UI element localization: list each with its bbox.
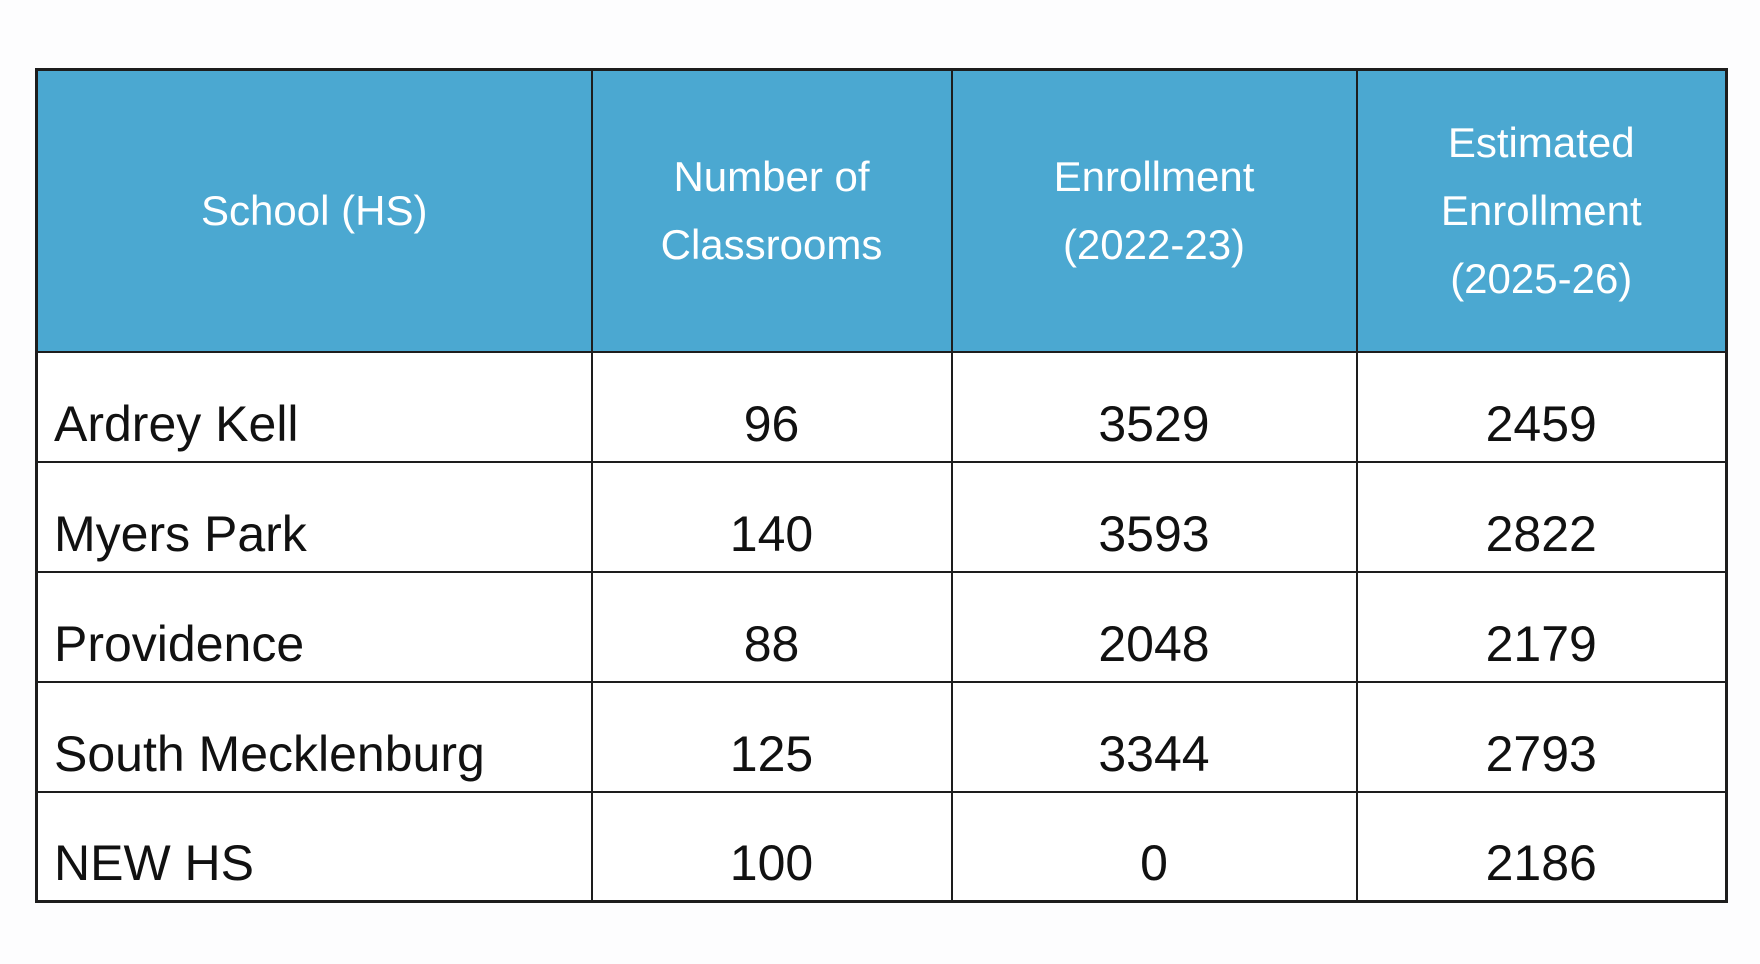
header-row: School (HS) Number of Classrooms Enrollm… xyxy=(35,68,1728,353)
school-cell: Myers Park xyxy=(35,460,593,573)
table-header: School (HS) Number of Classrooms Enrollm… xyxy=(35,68,1728,353)
header-classrooms: Number of Classrooms xyxy=(590,68,953,353)
estimated-enrollment-cell: 2459 xyxy=(1355,350,1728,463)
classrooms-cell: 96 xyxy=(590,350,953,463)
enrollment-cell: 3529 xyxy=(950,350,1358,463)
enrollment-cell: 3593 xyxy=(950,460,1358,573)
school-cell: NEW HS xyxy=(35,790,593,903)
enrollment-cell: 0 xyxy=(950,790,1358,903)
table-row: Providence 88 2048 2179 xyxy=(35,570,1728,683)
table-row: Ardrey Kell 96 3529 2459 xyxy=(35,350,1728,463)
estimated-enrollment-cell: 2179 xyxy=(1355,570,1728,683)
school-cell: Ardrey Kell xyxy=(35,350,593,463)
header-enrollment-2022-23: Enrollment (2022-23) xyxy=(950,68,1358,353)
table-row: NEW HS 100 0 2186 xyxy=(35,790,1728,903)
enrollment-cell: 3344 xyxy=(950,680,1358,793)
classrooms-cell: 125 xyxy=(590,680,953,793)
header-school: School (HS) xyxy=(35,68,593,353)
classrooms-cell: 140 xyxy=(590,460,953,573)
table-row: Myers Park 140 3593 2822 xyxy=(35,460,1728,573)
table-body: Ardrey Kell 96 3529 2459 Myers Park 140 … xyxy=(35,350,1728,903)
school-cell: South Mecklenburg xyxy=(35,680,593,793)
classrooms-cell: 88 xyxy=(590,570,953,683)
enrollment-cell: 2048 xyxy=(950,570,1358,683)
classrooms-cell: 100 xyxy=(590,790,953,903)
estimated-enrollment-cell: 2793 xyxy=(1355,680,1728,793)
school-cell: Providence xyxy=(35,570,593,683)
table-row: South Mecklenburg 125 3344 2793 xyxy=(35,680,1728,793)
school-enrollment-table: School (HS) Number of Classrooms Enrollm… xyxy=(35,68,1728,903)
estimated-enrollment-cell: 2822 xyxy=(1355,460,1728,573)
header-estimated-enrollment-2025-26: Estimated Enrollment (2025-26) xyxy=(1355,68,1728,353)
estimated-enrollment-cell: 2186 xyxy=(1355,790,1728,903)
